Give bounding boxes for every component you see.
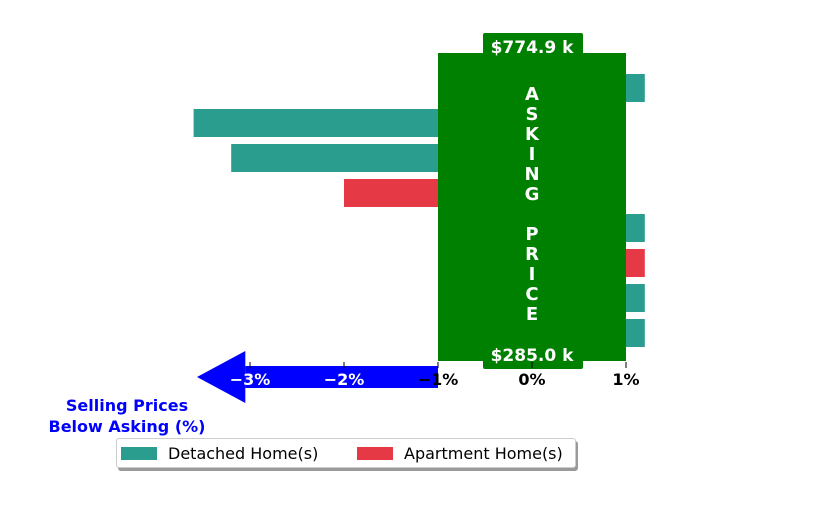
bottom-price-label-bg: [483, 341, 583, 369]
annotation-line-2: Below Asking (%): [49, 417, 206, 436]
asking-price-letter: C: [525, 284, 538, 305]
asking-price-letter: G: [525, 184, 540, 205]
bottom-price-label: $285.0 k: [491, 346, 575, 366]
below-asking-annotation: Selling Prices Below Asking (%): [49, 396, 206, 436]
x-tick-label: −3%: [230, 370, 271, 389]
legend-swatch-detached: [121, 447, 157, 460]
asking-price-letter: K: [525, 124, 540, 145]
legend-item-detached: Detached Home(s): [121, 444, 318, 463]
asking-price-letter: E: [526, 304, 538, 325]
asking-price-letter: R: [525, 244, 539, 265]
legend: Detached Home(s) Apartment Home(s): [116, 438, 576, 468]
x-tick-label: −1%: [418, 370, 459, 389]
asking-price-letter: A: [525, 84, 539, 105]
asking-price-letter: N: [524, 164, 539, 185]
top-price-label: $774.9 k: [491, 38, 575, 58]
x-tick-label: 0%: [518, 370, 545, 389]
arrow-shaft: [245, 366, 438, 388]
asking-price-letter: S: [526, 104, 539, 125]
x-tick-label: −2%: [324, 370, 365, 389]
legend-label-detached: Detached Home(s): [168, 444, 319, 463]
x-axis-ticks: −3% −2% −1% 0% 1%: [230, 362, 640, 389]
asking-price-letter: P: [525, 224, 538, 245]
annotation-line-1: Selling Prices: [66, 396, 188, 415]
arrow-head: [197, 351, 246, 403]
top-price-label-bg: [483, 33, 583, 61]
asking-price-letter: I: [529, 144, 536, 165]
asking-price-letter: I: [529, 264, 536, 285]
x-tick-label: 1%: [612, 370, 639, 389]
legend-label-apartment: Apartment Home(s): [404, 444, 563, 463]
legend-swatch-apartment: [357, 447, 393, 460]
below-asking-arrow: [197, 351, 438, 403]
legend-item-apartment: Apartment Home(s): [357, 444, 563, 463]
asking-price-box: [438, 53, 626, 361]
